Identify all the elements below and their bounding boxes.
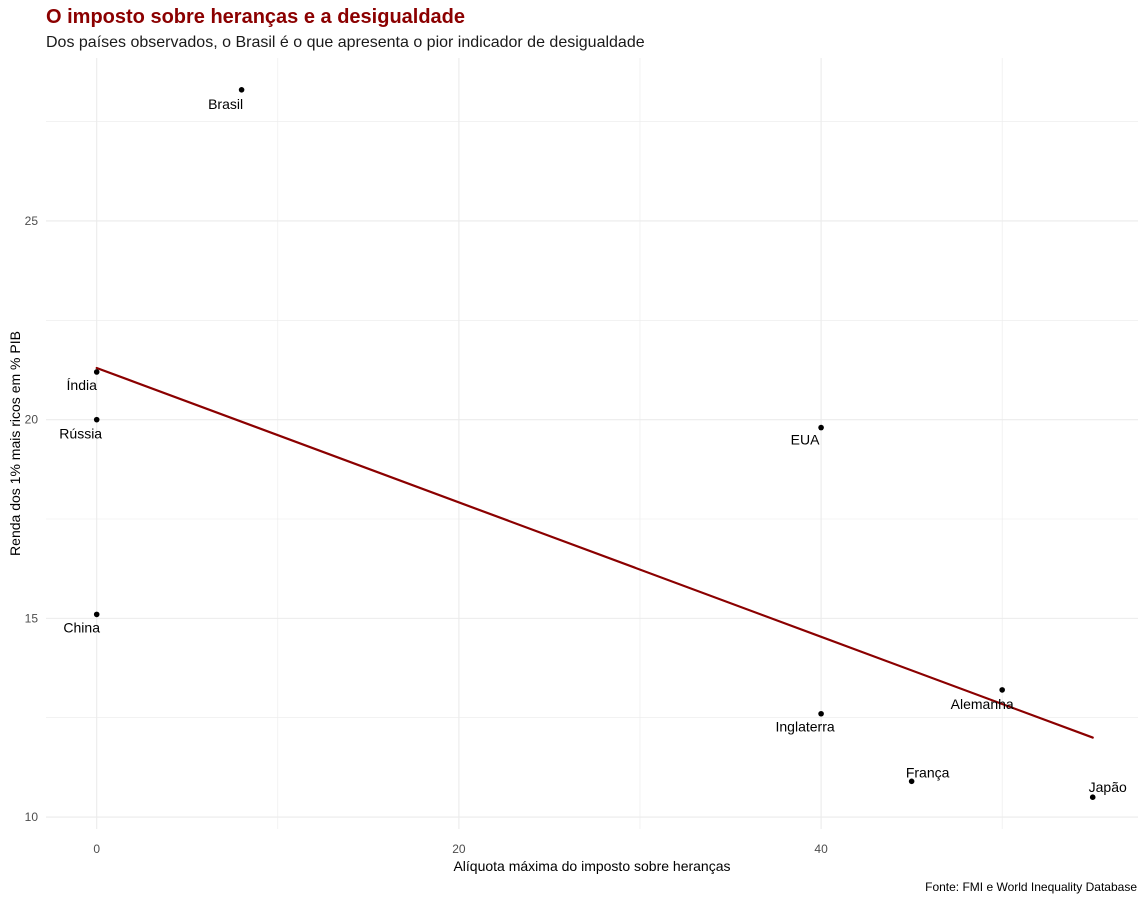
data-point (999, 687, 1005, 693)
data-point (818, 424, 824, 431)
x-tick-label: 40 (814, 842, 828, 856)
data-points (93, 86, 1096, 801)
trend-line-group (95, 366, 1094, 739)
y-tick-label: 20 (25, 413, 39, 427)
point-label: EUA (791, 432, 820, 448)
point-label: Japão (1089, 779, 1127, 795)
y-tick-label: 10 (25, 810, 39, 824)
y-axis-title: Renda dos 1% mais ricos em % PIB (7, 331, 23, 556)
point-label: Índia (67, 377, 98, 393)
point-label: Inglaterra (776, 719, 835, 735)
data-point (93, 416, 100, 423)
y-tick-label: 25 (25, 214, 39, 228)
point-labels: Brasil Índia Rússia China EUA Alemanha Inglate… (59, 96, 1127, 795)
data-point (93, 611, 100, 618)
data-point (908, 778, 915, 785)
axis-ticks: 0 20 40 10 15 20 25 (25, 214, 828, 856)
point-label: China (63, 619, 100, 635)
x-axis-title: Alíquota máxima do imposto sobre herança… (453, 858, 730, 874)
x-tick-label: 0 (93, 842, 100, 856)
data-point (238, 86, 245, 93)
point-label: Brasil (208, 96, 243, 112)
point-label: França (906, 764, 950, 780)
data-point (818, 710, 824, 717)
trend-line (95, 366, 1094, 739)
chart-title: O imposto sobre heranças e a desigualdad… (46, 6, 466, 28)
data-point (1089, 794, 1096, 801)
y-tick-label: 15 (25, 611, 39, 625)
data-point (93, 369, 100, 375)
x-tick-label: 20 (452, 842, 466, 856)
grid (46, 58, 1138, 829)
point-label: Rússia (59, 426, 102, 442)
point-label: Alemanha (951, 696, 1014, 712)
chart-subtitle: Dos países observados, o Brasil é o que … (46, 34, 645, 51)
chart-caption: Fonte: FMI e World Inequality Database (925, 880, 1137, 894)
